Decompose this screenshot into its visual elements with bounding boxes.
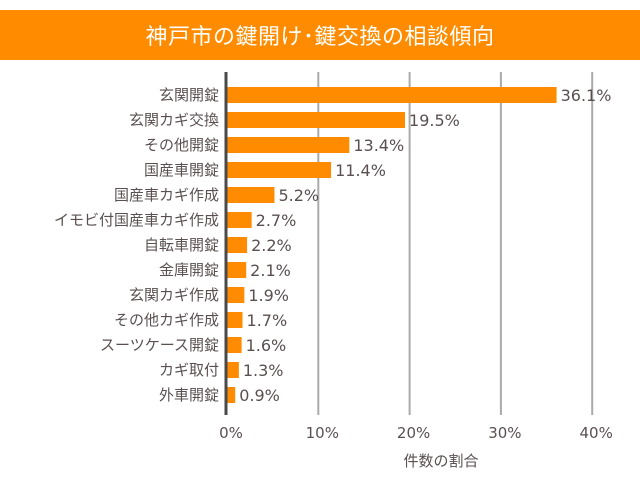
bar — [227, 112, 406, 128]
category-label: 国産車開錠 — [144, 161, 219, 179]
value-label: 1.3% — [243, 361, 284, 380]
category-label: 外車開錠 — [159, 386, 219, 404]
category-label: 玄関カギ交換 — [129, 111, 219, 129]
bar — [227, 87, 557, 103]
value-label: 1.6% — [246, 336, 287, 355]
value-label: 13.4% — [353, 136, 404, 155]
x-axis-title: 件数の割合 — [403, 452, 478, 470]
bar — [227, 262, 247, 278]
x-tick-label: 10% — [306, 424, 339, 442]
category-label: カギ取付 — [159, 361, 219, 379]
category-label: 国産車カギ作成 — [114, 186, 219, 204]
bar — [227, 287, 245, 303]
bar — [227, 137, 350, 153]
category-label: スーツケース開錠 — [100, 336, 219, 354]
bar — [227, 362, 239, 378]
bar — [227, 187, 275, 203]
category-label: その他開錠 — [144, 136, 219, 154]
category-label: その他カギ作成 — [114, 311, 219, 329]
bar — [227, 162, 332, 178]
x-tick-label: 40% — [580, 424, 613, 442]
category-label: 金庫開錠 — [159, 261, 219, 279]
value-label: 0.9% — [239, 386, 280, 405]
x-tick-label: 30% — [488, 424, 521, 442]
category-label: 自転車開錠 — [144, 236, 219, 254]
x-tick-labels: 0% 10% 20% 30% 40% — [219, 424, 613, 442]
value-label: 1.9% — [248, 286, 289, 305]
category-label: 玄関カギ作成 — [129, 286, 219, 304]
chart-title: 神戸市の鍵開け･鍵交換の相談傾向 — [0, 10, 640, 60]
category-labels: 玄関開錠玄関カギ交換その他開錠国産車開錠国産車カギ作成イモビ付国産車カギ作成自転… — [54, 86, 219, 404]
bar — [227, 212, 252, 228]
value-label: 2.2% — [251, 236, 292, 255]
gridlines — [317, 72, 594, 415]
bar — [227, 387, 236, 403]
value-label: 19.5% — [409, 111, 460, 130]
bar — [227, 237, 248, 253]
x-tick-label: 20% — [397, 424, 430, 442]
value-label: 2.1% — [250, 261, 291, 280]
value-labels: 36.1% 19.5% 13.4% 11.4% 5.2% 2.7% 2.2% 2.1% 1.9%… — [239, 86, 611, 405]
value-label: 2.7% — [256, 211, 297, 230]
value-label: 1.7% — [247, 311, 288, 330]
bars — [227, 87, 557, 403]
x-tick-label: 0% — [219, 424, 243, 442]
bar — [227, 337, 242, 353]
category-label: イモビ付国産車カギ作成 — [54, 211, 219, 229]
category-label: 玄関開錠 — [159, 86, 219, 104]
value-label: 36.1% — [561, 86, 612, 105]
value-label: 11.4% — [335, 161, 386, 180]
value-label: 5.2% — [278, 186, 319, 205]
bar — [227, 312, 243, 328]
